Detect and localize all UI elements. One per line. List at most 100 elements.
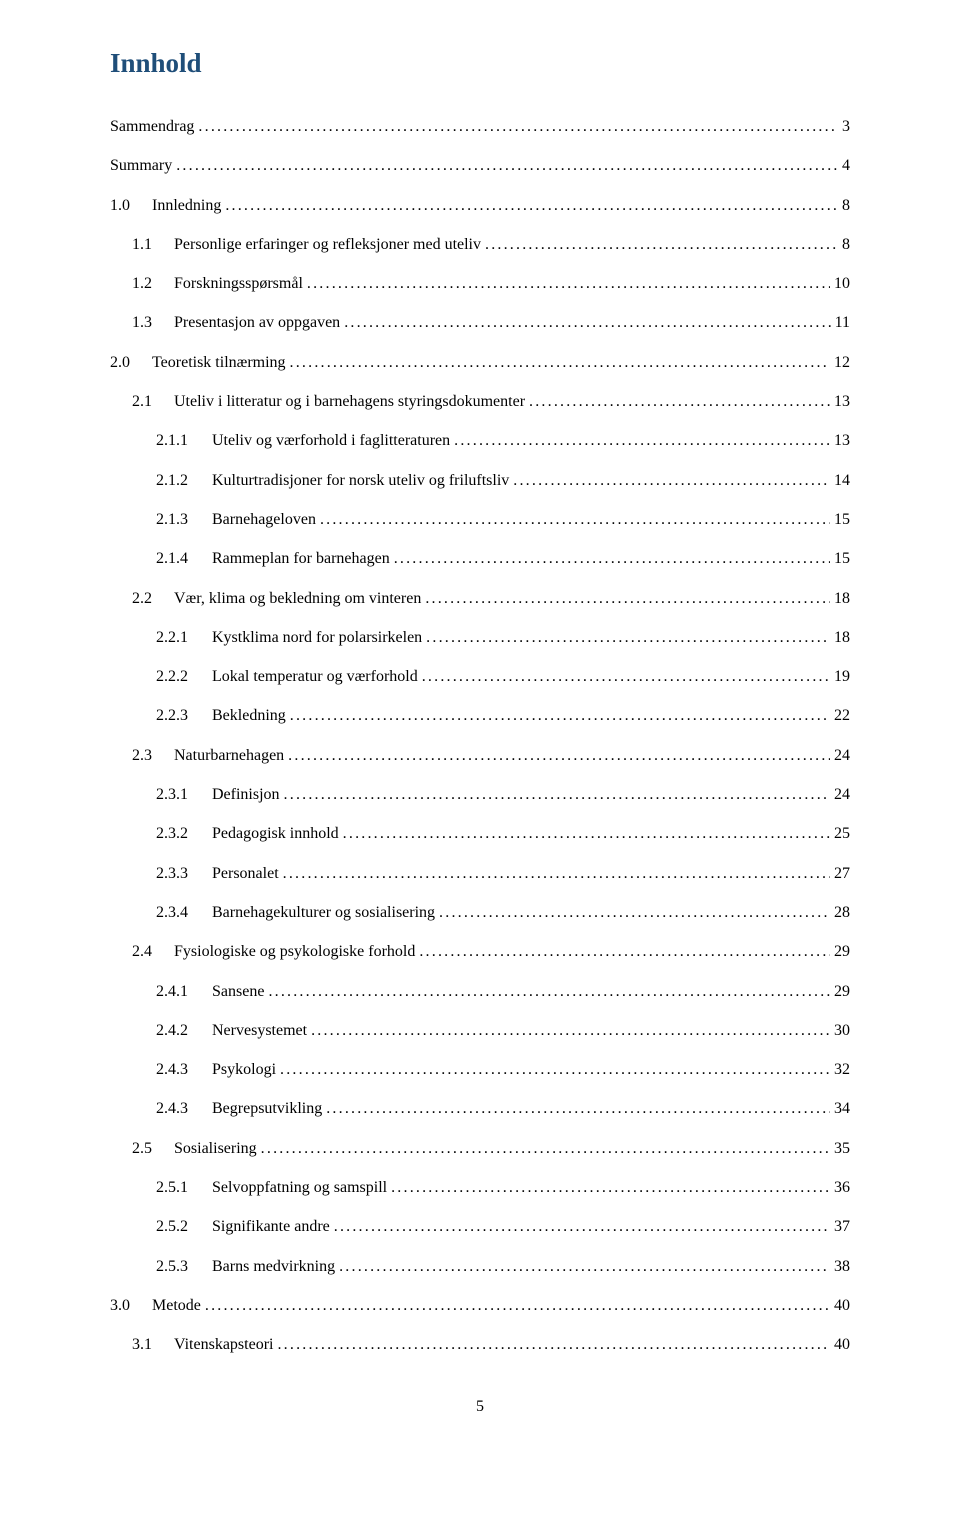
toc-entry-number: 1.1 (132, 235, 174, 256)
toc-entry-label: Naturbarnehagen (174, 746, 284, 767)
toc-entry-label: Barnehageloven (212, 510, 316, 531)
toc-entry[interactable]: 2.3.1Definisjon24 (110, 785, 850, 806)
toc-entry-number: 2.0 (110, 353, 152, 374)
toc-entry-label: Innledning (152, 196, 221, 217)
toc-entry[interactable]: 1.0Innledning8 (110, 196, 850, 217)
toc-entry-label: Presentasjon av oppgaven (174, 313, 340, 334)
toc-entry[interactable]: 2.1.2Kulturtradisjoner for norsk uteliv … (110, 471, 850, 492)
toc-entry[interactable]: 2.5.1Selvoppfatning og samspill36 (110, 1178, 850, 1199)
toc-entry-number: 2.4.3 (156, 1060, 212, 1081)
toc-entry-number: 2.2 (132, 589, 174, 610)
toc-entry-page: 13 (834, 431, 850, 452)
toc-dot-leader (176, 156, 838, 177)
toc-dot-leader (280, 1060, 830, 1081)
toc-entry-number: 2.5 (132, 1139, 174, 1160)
toc-entry-number: 2.3 (132, 746, 174, 767)
toc-entry-page: 34 (834, 1099, 850, 1120)
toc-entry[interactable]: 3.0Metode40 (110, 1296, 850, 1317)
toc-entry-page: 18 (834, 628, 850, 649)
toc-entry-number: 2.3.2 (156, 824, 212, 845)
toc-entry[interactable]: 2.0Teoretisk tilnærming12 (110, 353, 850, 374)
toc-entry[interactable]: 2.2.1Kystklima nord for polarsirkelen18 (110, 628, 850, 649)
toc-entry[interactable]: Summary4 (110, 156, 850, 177)
toc-dot-leader (290, 706, 830, 727)
toc-entry-page: 12 (834, 353, 850, 374)
toc-entry[interactable]: 2.5.2Signifikante andre37 (110, 1217, 850, 1238)
toc-entry[interactable]: 2.5.3Barns medvirkning38 (110, 1257, 850, 1278)
toc-entry-number: 2.4.2 (156, 1021, 212, 1042)
toc-entry-number: 1.3 (132, 313, 174, 334)
toc-dot-leader (339, 1257, 830, 1278)
toc-entry-number: 2.1.1 (156, 431, 212, 452)
toc-entry[interactable]: Sammendrag3 (110, 117, 850, 138)
toc-entry-label: Pedagogisk innhold (212, 824, 339, 845)
toc-entry-label: Vær, klima og bekledning om vinteren (174, 589, 421, 610)
toc-entry[interactable]: 2.4Fysiologiske og psykologiske forhold 2… (110, 942, 850, 963)
table-of-contents: Sammendrag3 Summary4 1.0Innledning8 1.1Pers… (110, 117, 850, 1356)
toc-entry-label: Kulturtradisjoner for norsk uteliv og fr… (212, 471, 509, 492)
toc-dot-leader (311, 1021, 830, 1042)
toc-entry[interactable]: 2.4.3Psykologi32 (110, 1060, 850, 1081)
toc-entry-number: 3.1 (132, 1335, 174, 1356)
toc-entry[interactable]: 2.1.4Rammeplan for barnehagen15 (110, 549, 850, 570)
toc-dot-leader (394, 549, 830, 570)
toc-entry-number: 2.1.2 (156, 471, 212, 492)
toc-entry-page: 37 (834, 1217, 850, 1238)
toc-entry-page: 14 (834, 471, 850, 492)
toc-dot-leader (439, 903, 830, 924)
toc-heading: Innhold (110, 48, 850, 79)
toc-entry-label: Fysiologiske og psykologiske forhold (174, 942, 415, 963)
toc-entry-page: 13 (834, 392, 850, 413)
toc-entry-page: 38 (834, 1257, 850, 1278)
toc-dot-leader (284, 785, 830, 806)
toc-entry[interactable]: 2.2Vær, klima og bekledning om vinteren1… (110, 589, 850, 610)
toc-dot-leader (283, 864, 830, 885)
toc-dot-leader (529, 392, 830, 413)
toc-entry-label: Definisjon (212, 785, 280, 806)
toc-entry-page: 32 (834, 1060, 850, 1081)
toc-entry-label: Vitenskapsteori (174, 1335, 273, 1356)
toc-dot-leader (344, 313, 830, 334)
toc-entry-label: Selvoppfatning og samspill (212, 1178, 387, 1199)
toc-entry[interactable]: 2.2.2Lokal temperatur og værforhold19 (110, 667, 850, 688)
toc-entry[interactable]: 2.1Uteliv i litteratur og i barnehagens … (110, 392, 850, 413)
toc-entry[interactable]: 1.1Personlige erfaringer og refleksjoner… (110, 235, 850, 256)
toc-entry[interactable]: 2.5Sosialisering35 (110, 1139, 850, 1160)
toc-dot-leader (320, 510, 830, 531)
page-number: 5 (110, 1398, 850, 1416)
toc-entry[interactable]: 2.1.1Uteliv og værforhold i faglitteratu… (110, 431, 850, 452)
toc-entry-number: 2.2.2 (156, 667, 212, 688)
toc-entry-number: 2.2.3 (156, 706, 212, 727)
toc-entry[interactable]: 2.3Naturbarnehagen24 (110, 746, 850, 767)
toc-entry-page: 29 (834, 982, 850, 1003)
toc-dot-leader (307, 274, 830, 295)
toc-entry-number: 1.0 (110, 196, 152, 217)
toc-entry[interactable]: 2.4.3Begrepsutvikling34 (110, 1099, 850, 1120)
toc-entry-number: 2.1 (132, 392, 174, 413)
toc-entry[interactable]: 1.3Presentasjon av oppgaven 11 (110, 313, 850, 334)
toc-entry-number: 2.3.3 (156, 864, 212, 885)
toc-entry[interactable]: 2.1.3Barnehageloven15 (110, 510, 850, 531)
toc-entry[interactable]: 1.2Forskningsspørsmål10 (110, 274, 850, 295)
toc-entry-label: Signifikante andre (212, 1217, 330, 1238)
toc-entry-label: Kystklima nord for polarsirkelen (212, 628, 422, 649)
toc-entry-number: 2.4 (132, 942, 174, 963)
toc-entry-label: Nervesystemet (212, 1021, 307, 1042)
toc-entry[interactable]: 2.3.2Pedagogisk innhold25 (110, 824, 850, 845)
toc-entry-page: 29 (834, 942, 850, 963)
toc-entry-label: Rammeplan for barnehagen (212, 549, 390, 570)
toc-entry[interactable]: 2.3.4Barnehagekulturer og sosialisering2… (110, 903, 850, 924)
toc-entry[interactable]: 3.1Vitenskapsteori40 (110, 1335, 850, 1356)
toc-entry[interactable]: 2.2.3Bekledning22 (110, 706, 850, 727)
toc-entry-page: 11 (835, 313, 850, 334)
toc-entry[interactable]: 2.4.2Nervesystemet30 (110, 1021, 850, 1042)
toc-entry-label: Barnehagekulturer og sosialisering (212, 903, 435, 924)
toc-entry-label: Sammendrag (110, 117, 194, 138)
toc-entry-page: 27 (834, 864, 850, 885)
toc-entry-page: 36 (834, 1178, 850, 1199)
toc-entry[interactable]: 2.4.1Sansene29 (110, 982, 850, 1003)
toc-entry-label: Metode (152, 1296, 201, 1317)
toc-dot-leader (198, 117, 838, 138)
toc-entry[interactable]: 2.3.3Personalet27 (110, 864, 850, 885)
toc-entry-number: 3.0 (110, 1296, 152, 1317)
